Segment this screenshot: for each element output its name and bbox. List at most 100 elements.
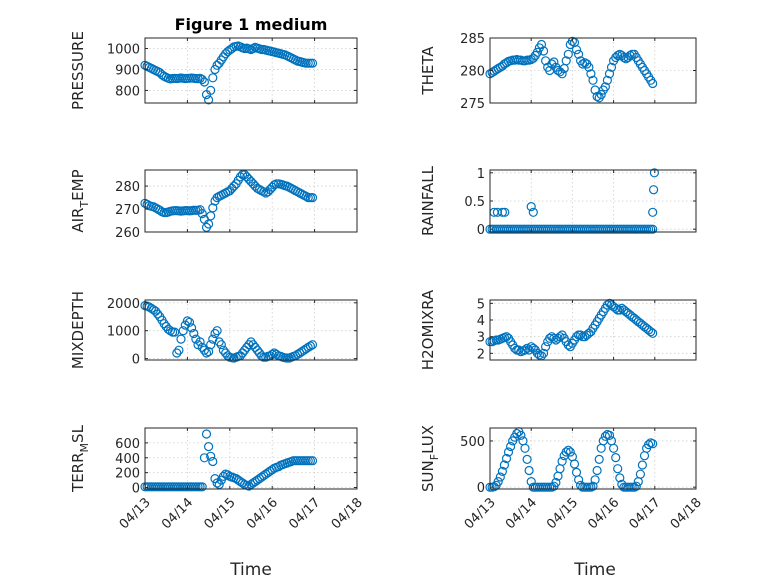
data-point	[611, 453, 621, 463]
data-point	[648, 439, 658, 449]
data-point	[208, 73, 218, 83]
data-point	[613, 464, 623, 474]
data-point	[561, 447, 571, 457]
data-point	[522, 454, 532, 464]
data-point	[197, 482, 207, 492]
figure-title: Figure 1 medium	[175, 15, 328, 34]
axes-frame	[144, 169, 358, 233]
data-point	[227, 43, 237, 54]
axes-frame	[489, 427, 697, 490]
data-point	[596, 443, 606, 453]
axes-frame	[489, 169, 697, 233]
data-point	[571, 467, 582, 477]
data-point	[210, 64, 220, 75]
data-point	[575, 330, 586, 340]
x-tick-label: 04/13	[117, 495, 154, 532]
data-point	[600, 82, 611, 92]
y-tick-label: 0	[132, 353, 140, 368]
data-point	[528, 207, 538, 217]
y-tick-label: 1000	[107, 42, 140, 57]
data-point	[648, 224, 658, 234]
data-point	[604, 69, 615, 79]
data-point	[538, 46, 549, 56]
data-point	[197, 209, 207, 219]
data-point	[189, 328, 199, 339]
data-point	[497, 207, 507, 217]
x-tick-label: 04/18	[329, 495, 366, 532]
axes-frame	[144, 427, 358, 490]
data-point	[187, 323, 197, 333]
data-point	[165, 326, 175, 336]
data-point	[512, 428, 522, 439]
data-point	[214, 337, 224, 347]
x-tick-label: 04/14	[503, 495, 540, 532]
data-point	[588, 75, 598, 85]
data-point	[557, 69, 567, 79]
data-point	[567, 36, 578, 46]
data-point	[594, 454, 604, 464]
data-point	[635, 469, 646, 479]
data-point	[637, 460, 648, 470]
x-tick-label: 04/15	[544, 495, 581, 532]
x-tick-label: 04/14	[159, 495, 196, 532]
data-point	[602, 75, 613, 85]
y-tick-label: 275	[460, 97, 485, 112]
data-point	[210, 328, 220, 339]
data-point	[648, 185, 659, 195]
data-point	[625, 50, 635, 61]
data-point	[538, 348, 549, 358]
data-point	[210, 474, 220, 484]
data-point	[301, 191, 311, 201]
data-point	[159, 71, 169, 81]
data-point	[155, 205, 165, 215]
data-point	[608, 443, 619, 453]
axes-frame	[144, 299, 358, 361]
data-point	[259, 187, 269, 197]
data-point	[307, 58, 318, 68]
y-axis-label: AIRTEMP	[69, 169, 91, 232]
data-point	[615, 473, 625, 483]
data-point	[501, 453, 512, 464]
axes-frame	[489, 299, 697, 361]
data-point	[596, 89, 606, 100]
data-point	[563, 445, 573, 455]
y-tick-label: 5	[477, 297, 485, 312]
y-tick-label: 800	[115, 84, 140, 99]
y-tick-label: 4	[477, 314, 485, 329]
data-point	[199, 453, 209, 463]
data-point	[307, 193, 318, 203]
y-tick-label: 0	[477, 223, 485, 238]
x-tick-label: 04/16	[585, 495, 622, 532]
data-point	[619, 52, 629, 63]
x-tick-label: 04/18	[668, 495, 705, 532]
data-point	[204, 442, 214, 452]
x-tick-label: 04/17	[286, 495, 323, 532]
data-point	[305, 341, 315, 351]
data-point	[516, 430, 526, 440]
data-point	[182, 316, 192, 326]
data-point	[648, 78, 658, 89]
y-axis-label: MIXDEPTH	[69, 291, 87, 369]
y-tick-label: 285	[460, 32, 485, 47]
axes-frame	[144, 37, 358, 104]
data-point	[501, 58, 512, 68]
data-point	[643, 440, 654, 450]
data-point	[555, 332, 565, 342]
y-tick-label: 400	[115, 452, 140, 467]
data-point	[590, 475, 600, 485]
data-point	[307, 456, 318, 466]
data-point	[248, 43, 258, 54]
data-point	[500, 207, 510, 217]
data-point	[290, 55, 301, 65]
data-point	[493, 477, 503, 487]
y-axis-label: SUNFLUX	[419, 425, 441, 492]
data-point	[602, 300, 613, 310]
data-point	[536, 39, 547, 50]
data-point	[499, 460, 509, 470]
data-point	[204, 219, 214, 229]
data-point	[206, 451, 216, 461]
data-point	[520, 443, 530, 453]
data-point	[199, 345, 209, 355]
data-point	[561, 56, 571, 66]
